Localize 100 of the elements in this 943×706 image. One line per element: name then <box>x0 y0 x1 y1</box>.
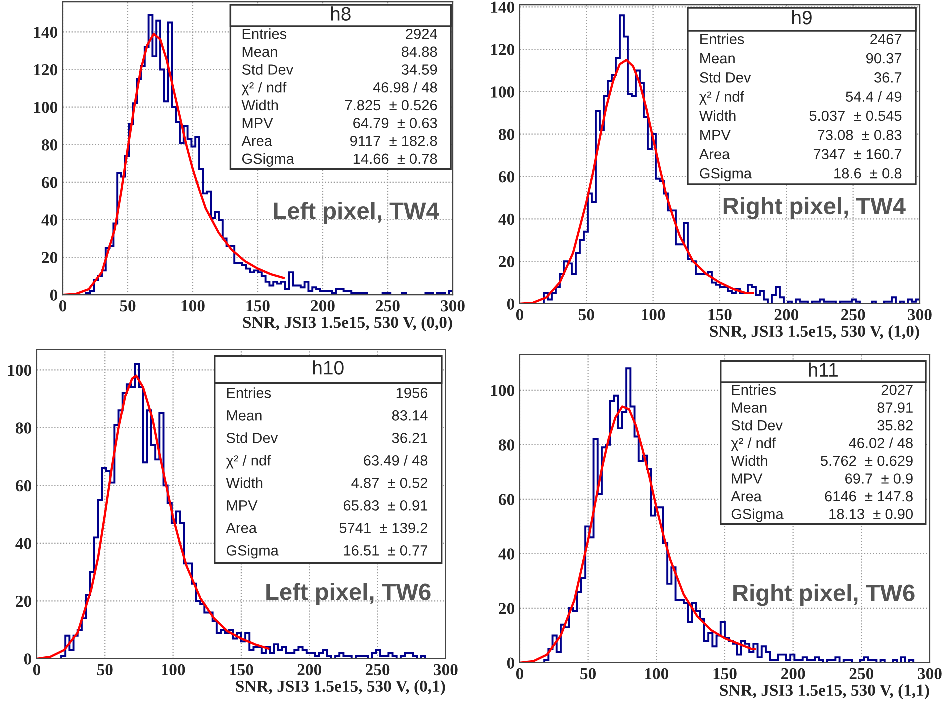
annotation: Std Dev <box>732 420 783 431</box>
x-tick-label: 300 <box>908 309 932 321</box>
annotation: χ² / ndf <box>700 91 744 105</box>
y-tick-label: 60 <box>499 494 514 506</box>
annotation: 7347 ± 160.7 <box>814 149 902 160</box>
annotation: 73.08 ± 0.83 <box>818 130 902 140</box>
x-axis-title: SNR, JSI3 1.5e15, 530 V, (0,1) <box>236 680 446 696</box>
annotation: χ² / ndf <box>226 455 272 469</box>
y-tick-label: 40 <box>42 214 58 226</box>
y-tick-label: 80 <box>498 440 514 451</box>
annotation: Width <box>242 100 278 111</box>
annotation: Mean <box>700 54 735 64</box>
y-tick-label: 100 <box>34 102 58 114</box>
annotation: h9 <box>792 10 812 25</box>
y-tick-label: 20 <box>42 252 58 264</box>
annotation: GSigma <box>226 545 279 559</box>
x-tick-label: 150 <box>714 668 737 680</box>
annotation: Entries <box>732 384 776 396</box>
annotation: h11 <box>809 362 838 377</box>
annotation: Entries <box>242 28 287 40</box>
annotation: h8 <box>331 6 351 21</box>
annotation: 63.49 / 48 <box>364 455 428 466</box>
annotation: χ² / ndf <box>731 438 776 452</box>
annotation: 46.98 / 48 <box>373 82 438 93</box>
annotation: 65.83 ± 0.91 <box>344 500 428 511</box>
annotation: Std Dev <box>226 432 278 444</box>
y-tick-label: 20 <box>499 603 514 614</box>
x-tick-label: 300 <box>918 668 942 680</box>
annotation: 54.4 / 49 <box>846 91 902 102</box>
annotation: Right pixel, TW4 <box>724 197 906 220</box>
annotation: 84.88 <box>402 46 438 58</box>
annotation: Std Dev <box>700 72 752 83</box>
annotation: 9117 ± 182.8 <box>350 136 438 146</box>
annotation: Area <box>699 149 730 160</box>
annotation: 83.14 <box>392 410 428 421</box>
annotation: 36.7 <box>874 72 902 83</box>
y-tick-label: 40 <box>498 214 514 226</box>
annotation: 7.825 ± 0.526 <box>345 100 438 111</box>
annotation: Area <box>226 523 258 534</box>
x-tick-label: 100 <box>642 309 666 321</box>
annotation: Width <box>731 455 768 466</box>
x-tick-label: 250 <box>366 664 390 676</box>
y-tick-label: 80 <box>16 422 32 434</box>
annotation: 46.02 / 48 <box>849 438 913 448</box>
y-tick-label: 40 <box>16 538 32 550</box>
x-axis-title: SNR, JSI3 1.5e15, 530 V, (0,0) <box>243 316 452 332</box>
x-tick-label: 200 <box>782 668 806 680</box>
annotation: 34.59 <box>402 64 438 75</box>
x-tick-label: 100 <box>645 668 669 680</box>
x-tick-label: 0 <box>516 668 524 680</box>
annotation: h10 <box>313 360 344 375</box>
annotation: MPV <box>700 130 731 140</box>
x-tick-label: 100 <box>182 300 205 312</box>
annotation: 35.82 <box>878 420 913 431</box>
x-tick-label: 0 <box>516 309 524 321</box>
x-axis-title: SNR, JSI3 1.5e15, 530 V, (1,1) <box>720 684 930 700</box>
x-tick-label: 200 <box>774 309 799 321</box>
x-tick-label: 300 <box>441 300 465 312</box>
y-tick-label: 0 <box>24 654 32 665</box>
y-tick-label: 60 <box>42 177 58 188</box>
annotation: 2467 <box>870 34 902 45</box>
annotation: GSigma <box>242 153 294 167</box>
annotation: χ² / ndf <box>242 82 287 96</box>
annotation: Mean <box>227 410 262 421</box>
annotation: 18.6 ± 0.8 <box>834 168 902 179</box>
y-tick-label: 100 <box>8 364 32 376</box>
y-tick-label: 0 <box>50 290 58 302</box>
annotation: Entries <box>700 34 744 45</box>
x-tick-label: 100 <box>162 664 186 676</box>
annotation: 2924 <box>406 28 438 40</box>
y-tick-label: 120 <box>491 44 514 56</box>
annotation: Entries <box>227 388 272 398</box>
x-tick-label: 150 <box>708 309 732 321</box>
annotation: 18.13 ± 0.90 <box>830 509 914 520</box>
annotation: Left pixel, TW6 <box>266 583 431 606</box>
annotation: Mean <box>732 402 767 413</box>
y-tick-label: 20 <box>499 256 514 268</box>
annotation: 5.762 ± 0.629 <box>821 456 913 466</box>
annotation: 16.51 ± 0.77 <box>344 546 428 556</box>
x-tick-label: 150 <box>230 664 254 676</box>
annotation: 69.7 ± 0.9 <box>846 474 913 484</box>
y-tick-label: 100 <box>491 86 514 98</box>
annotation: 1956 <box>396 388 428 398</box>
annotation: Width <box>699 110 736 122</box>
y-tick-label: 20 <box>16 596 32 608</box>
annotation: 36.21 <box>392 433 428 444</box>
x-tick-label: 0 <box>59 300 67 312</box>
annotation: 5741 ± 139.2 <box>340 523 428 534</box>
x-tick-label: 150 <box>246 300 270 312</box>
x-tick-label: 50 <box>580 668 596 680</box>
annotation: 14.66 ± 0.78 <box>354 154 438 164</box>
y-tick-label: 140 <box>491 2 514 14</box>
x-tick-label: 50 <box>578 309 594 321</box>
x-tick-label: 50 <box>120 300 136 312</box>
x-tick-label: 200 <box>298 664 322 676</box>
x-tick-label: 50 <box>97 664 113 676</box>
annotation: GSigma <box>700 168 752 182</box>
annotation: 4.87 ± 0.52 <box>352 478 428 488</box>
y-tick-label: 140 <box>34 26 58 38</box>
y-tick-label: 40 <box>498 548 514 560</box>
